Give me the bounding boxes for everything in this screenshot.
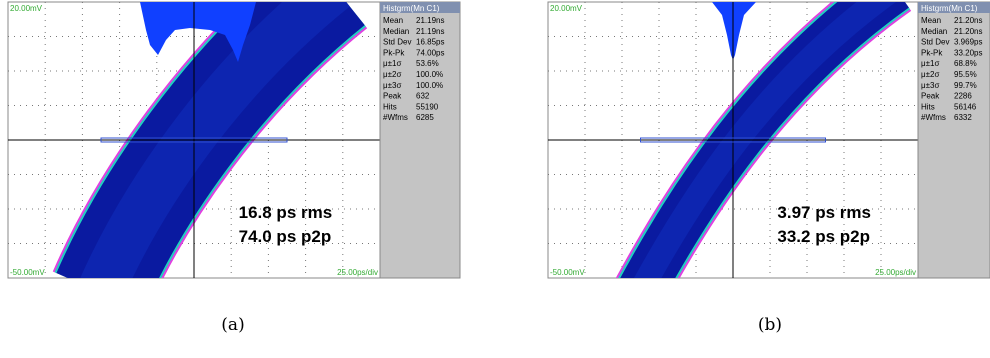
- stat-value: 95.5%: [954, 70, 977, 79]
- stat-label: Std Dev: [921, 38, 949, 47]
- stat-value: 2286: [954, 92, 972, 101]
- stat-label: Peak: [383, 92, 402, 101]
- stat-value: 21.20ns: [954, 27, 982, 36]
- stat-value: 99.7%: [954, 81, 977, 90]
- stat-value: 100.0%: [416, 70, 443, 79]
- stat-label: Hits: [383, 102, 397, 111]
- top-left-label: 20.00mV: [550, 4, 583, 13]
- stat-label: Mean: [921, 16, 941, 25]
- stat-label: μ±2σ: [383, 70, 401, 79]
- panel-label: (a): [221, 315, 244, 335]
- stat-label: Mean: [383, 16, 403, 25]
- stat-value: 6332: [954, 113, 972, 122]
- stat-label: μ±3σ: [383, 81, 401, 90]
- annotation: 16.8 ps rms: [239, 203, 333, 222]
- stat-label: Median: [383, 27, 409, 36]
- stat-label: Pk-Pk: [921, 48, 943, 57]
- stat-label: μ±3σ: [921, 81, 939, 90]
- stat-value: 632: [416, 92, 430, 101]
- stat-label: μ±2σ: [921, 70, 939, 79]
- scope-panel: 20.00mV -50.00mV 25.00ps/div 3.97 ps rms 33.…: [548, 0, 990, 335]
- bottom-left-label: -50.00mV: [550, 268, 585, 277]
- panel-label: (b): [758, 315, 782, 335]
- stat-value: 3.969ps: [954, 38, 982, 47]
- annotation: 74.0 ps p2p: [239, 227, 332, 246]
- stats-title: Histgrm(Mn C1): [921, 4, 978, 13]
- stat-label: Median: [921, 27, 947, 36]
- bottom-right-label: 25.00ps/div: [875, 268, 916, 277]
- stat-value: 21.19ns: [416, 16, 444, 25]
- stat-label: #Wfms: [383, 113, 408, 122]
- annotation: 3.97 ps rms: [777, 203, 871, 222]
- stat-label: Std Dev: [383, 38, 411, 47]
- stat-value: 21.20ns: [954, 16, 982, 25]
- figure: 20.00mV -50.00mV 25.00ps/div 16.8 ps rms 74.…: [0, 0, 990, 358]
- stat-value: 56146: [954, 102, 977, 111]
- stat-value: 100.0%: [416, 81, 443, 90]
- stat-label: Pk-Pk: [383, 48, 405, 57]
- stat-value: 53.6%: [416, 59, 439, 68]
- stat-label: Hits: [921, 102, 935, 111]
- stats-title: Histgrm(Mn C1): [383, 4, 440, 13]
- stat-label: μ±1σ: [383, 59, 401, 68]
- stat-value: 55190: [416, 102, 439, 111]
- stat-label: μ±1σ: [921, 59, 939, 68]
- stat-label: Peak: [921, 92, 940, 101]
- stat-value: 21.19ns: [416, 27, 444, 36]
- bottom-left-label: -50.00mV: [10, 268, 45, 277]
- stat-value: 68.8%: [954, 59, 977, 68]
- top-left-label: 20.00mV: [10, 4, 43, 13]
- scope-panel: 20.00mV -50.00mV 25.00ps/div 16.8 ps rms 74.…: [8, 0, 460, 335]
- stat-value: 74.00ps: [416, 48, 444, 57]
- annotation: 33.2 ps p2p: [777, 227, 870, 246]
- stat-value: 33.20ps: [954, 48, 982, 57]
- bottom-right-label: 25.00ps/div: [337, 268, 378, 277]
- stat-label: #Wfms: [921, 113, 946, 122]
- stat-value: 6285: [416, 113, 434, 122]
- stat-value: 16.85ps: [416, 38, 444, 47]
